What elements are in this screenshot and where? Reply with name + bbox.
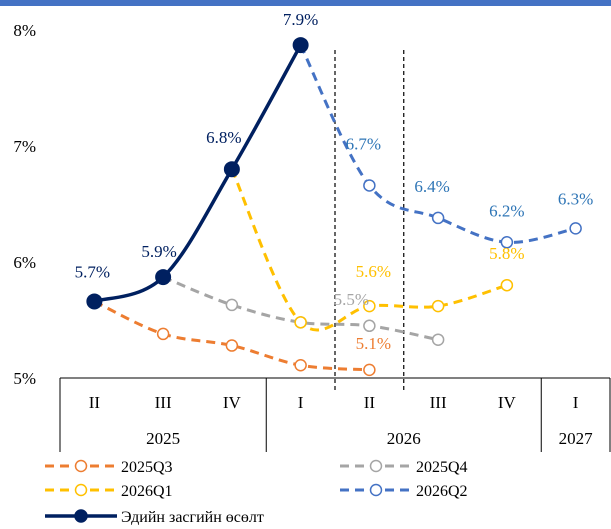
data-point-s25q3 bbox=[363, 363, 376, 377]
legend-label: 2026Q1 bbox=[121, 483, 173, 500]
data-point-gdp bbox=[292, 37, 309, 54]
legend-label: 2025Q3 bbox=[121, 459, 173, 476]
data-point-gdp bbox=[86, 293, 103, 310]
legend: 2025Q3 2025Q4 2026Q1 2026Q2 Эдийн засгийн өс… bbox=[45, 459, 468, 526]
data-label: 6.7% bbox=[346, 134, 381, 153]
x-quarter-label: I bbox=[573, 393, 579, 412]
legend-marker bbox=[369, 483, 383, 497]
legend-item-s25q4: 2025Q4 bbox=[340, 459, 468, 476]
data-label: 6.2% bbox=[489, 201, 524, 220]
x-year-label: 2027 bbox=[559, 429, 594, 448]
legend-item-s25q3: 2025Q3 bbox=[45, 459, 173, 476]
x-year-label: 2026 bbox=[387, 429, 421, 448]
x-quarter-label: IV bbox=[498, 393, 517, 412]
legend-item-gdp: Эдийн засгийн өсөлт bbox=[45, 509, 264, 526]
data-point-s26q1 bbox=[294, 316, 307, 329]
data-point-s26q2 bbox=[363, 179, 376, 192]
legend-item-s26q2: 2026Q2 bbox=[340, 483, 468, 500]
data-point-s25q4 bbox=[431, 333, 445, 346]
series-line-s25q3 bbox=[93, 300, 370, 372]
series-line-s26q1 bbox=[230, 168, 508, 332]
data-point-s25q3 bbox=[156, 327, 170, 341]
x-quarter-label: II bbox=[364, 393, 376, 412]
data-label: 5.5% bbox=[334, 290, 369, 309]
series-line-gdp bbox=[93, 44, 303, 304]
series-line-s25q4 bbox=[162, 275, 439, 342]
legend-label: 2025Q4 bbox=[416, 459, 468, 476]
data-label: 5.8% bbox=[489, 244, 524, 263]
data-label: 5.7% bbox=[75, 262, 110, 281]
legend-marker bbox=[369, 459, 383, 473]
data-label: 6.8% bbox=[206, 128, 241, 147]
data-label: 5.9% bbox=[141, 242, 176, 261]
data-point-s26q2 bbox=[500, 236, 514, 249]
legend-label: 2026Q2 bbox=[416, 483, 468, 500]
data-labels: 5.7% 5.9% 6.8% 7.9% 6.7% 6.4% 6.2% 6.3% 5.6% 5.8%… bbox=[75, 10, 594, 353]
data-point-s26q2 bbox=[569, 222, 582, 235]
x-quarter-label: IV bbox=[223, 393, 242, 412]
data-point-s26q2 bbox=[431, 211, 445, 225]
data-point-gdp bbox=[155, 269, 172, 286]
data-point-s25q4 bbox=[363, 319, 376, 333]
data-point-s25q4 bbox=[225, 298, 239, 312]
data-point-s26q1 bbox=[363, 299, 376, 313]
x-quarter-label: III bbox=[430, 393, 447, 412]
period-dividers bbox=[334, 50, 405, 392]
top-banner-strip bbox=[0, 0, 611, 6]
data-point-s26q1 bbox=[431, 299, 445, 313]
x-quarter-label: I bbox=[298, 393, 304, 412]
legend-label: Эдийн засгийн өсөлт bbox=[121, 509, 264, 526]
data-label: 5.6% bbox=[356, 262, 391, 281]
series-line-s26q2 bbox=[299, 44, 576, 244]
x-year-label: 2025 bbox=[146, 429, 180, 448]
data-label: 7.9% bbox=[283, 10, 318, 29]
data-label: 5.1% bbox=[356, 334, 391, 353]
data-point-s26q1 bbox=[500, 278, 514, 292]
series-lines bbox=[93, 44, 576, 372]
y-tick-label: 5% bbox=[13, 369, 36, 388]
x-quarter-label: II bbox=[89, 393, 101, 412]
data-point-s25q3 bbox=[294, 358, 307, 372]
legend-marker bbox=[74, 483, 88, 497]
legend-marker bbox=[74, 509, 88, 523]
y-tick-label: 7% bbox=[13, 137, 36, 156]
legend-item-s26q1: 2026Q1 bbox=[45, 483, 173, 500]
data-label: 6.3% bbox=[558, 189, 593, 208]
series-points bbox=[86, 37, 582, 377]
legend-marker bbox=[74, 459, 88, 473]
data-point-gdp bbox=[223, 161, 240, 178]
x-quarter-label: III bbox=[155, 393, 172, 412]
y-tick-label: 8% bbox=[13, 21, 36, 40]
y-tick-label: 6% bbox=[13, 253, 36, 272]
data-label: 6.4% bbox=[414, 177, 449, 196]
data-point-s25q3 bbox=[225, 339, 239, 352]
y-axis: 5% 6% 7% 8% bbox=[13, 21, 36, 388]
